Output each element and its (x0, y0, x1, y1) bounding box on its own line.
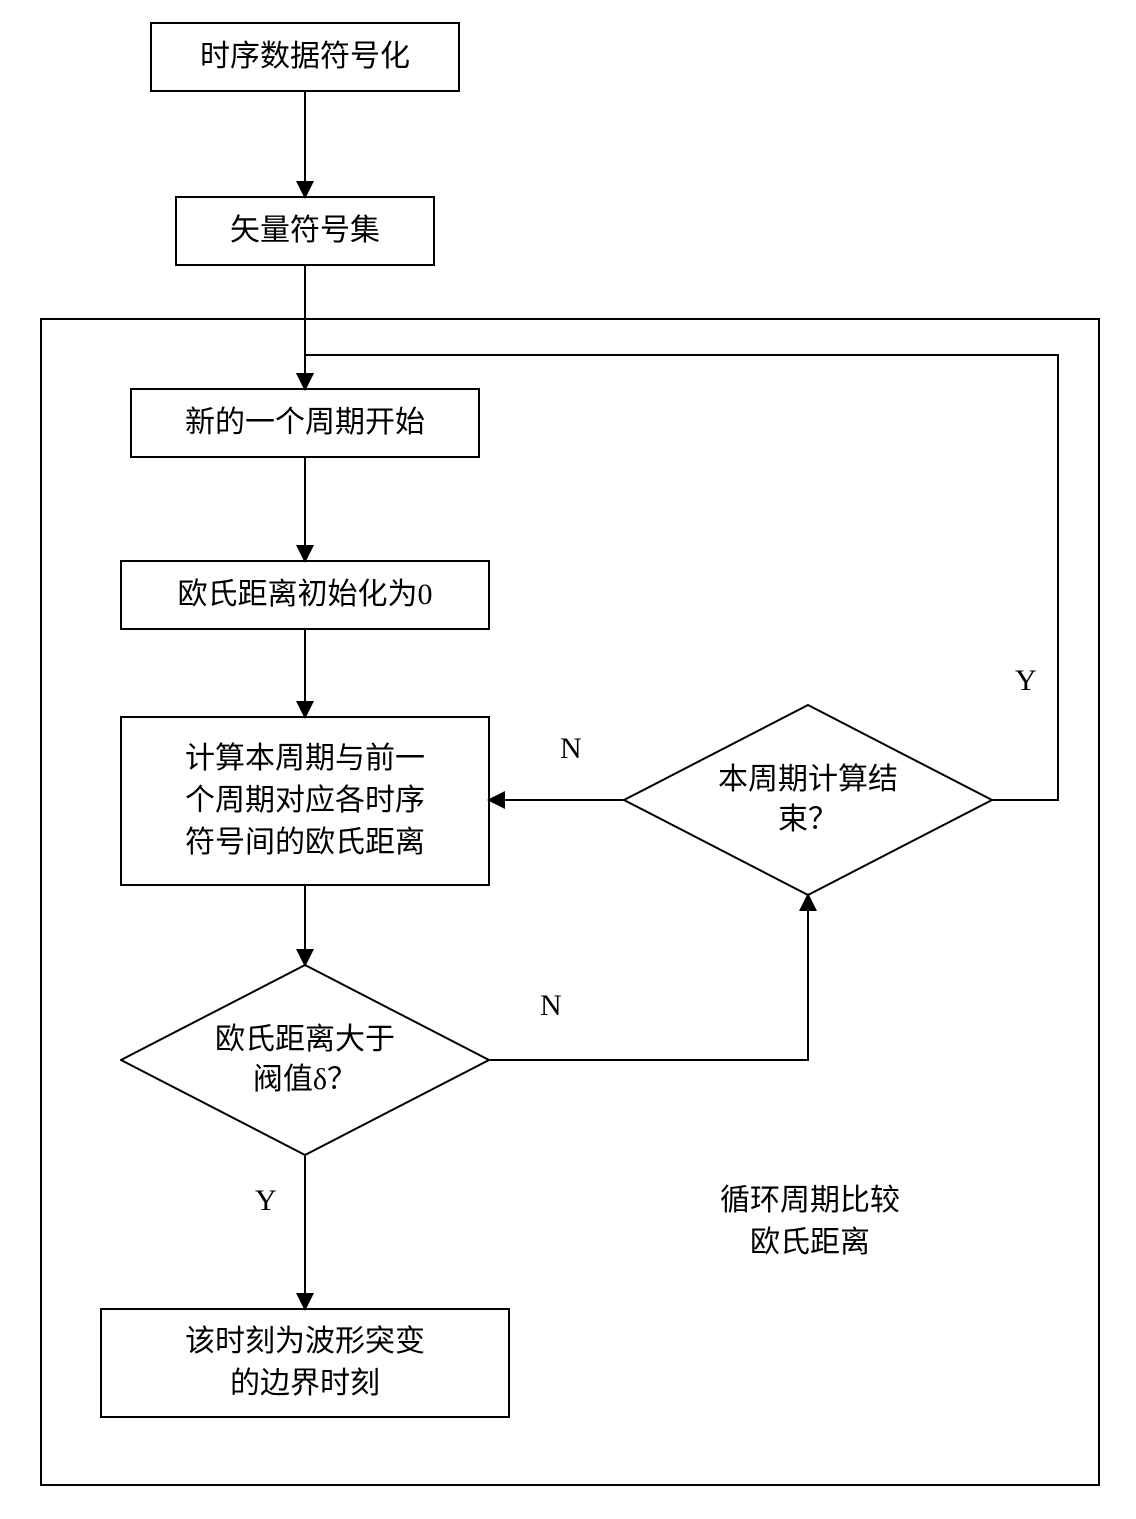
caption-text: 循环周期比较欧氏距离 (720, 1184, 900, 1259)
node-label: 矢量符号集 (230, 210, 380, 252)
decision-cycle-end: 本周期计算结束？ (623, 704, 993, 896)
node-label: 计算本周期与前一个周期对应各时序符号间的欧氏距离 (185, 738, 425, 864)
node-vector-symbol-set: 矢量符号集 (175, 196, 435, 266)
node-label: 该时刻为波形突变的边界时刻 (185, 1321, 425, 1405)
node-label: 时序数据符号化 (200, 36, 410, 78)
node-boundary-moment: 该时刻为波形突变的边界时刻 (100, 1308, 510, 1418)
decision-label: 本周期计算结束？ (718, 760, 898, 841)
node-label: 新的一个周期开始 (185, 402, 425, 444)
decision-threshold: 欧氏距离大于阀值δ？ (120, 964, 490, 1156)
loop-caption: 循环周期比较欧氏距离 (720, 1180, 900, 1264)
node-label: 欧氏距离初始化为0 (178, 574, 433, 616)
node-symbolize: 时序数据符号化 (150, 22, 460, 92)
node-init-distance: 欧氏距离初始化为0 (120, 560, 490, 630)
node-new-cycle-start: 新的一个周期开始 (130, 388, 480, 458)
node-compute-distance: 计算本周期与前一个周期对应各时序符号间的欧氏距离 (120, 716, 490, 886)
decision-label: 欧氏距离大于阀值δ？ (215, 1020, 395, 1101)
